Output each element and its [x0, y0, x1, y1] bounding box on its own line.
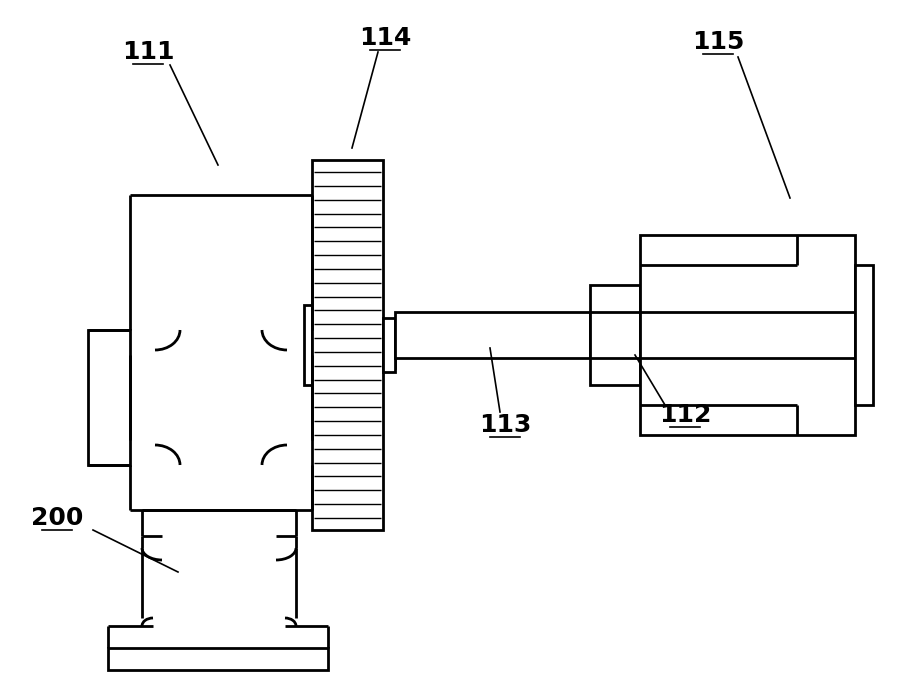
Text: 112: 112	[659, 403, 711, 427]
Text: 113: 113	[479, 413, 531, 437]
Bar	[590, 285, 640, 385]
Bar	[312, 160, 383, 530]
Bar	[88, 330, 130, 465]
Text: 200: 200	[31, 506, 83, 530]
Bar	[383, 322, 395, 368]
Text: 115: 115	[691, 30, 744, 54]
Bar	[383, 318, 395, 372]
Bar	[304, 305, 312, 385]
Text: 111: 111	[122, 40, 175, 64]
Text: 114: 114	[358, 26, 411, 50]
Bar	[395, 312, 590, 358]
Bar	[108, 648, 328, 670]
Bar	[855, 265, 873, 405]
Bar	[640, 235, 855, 435]
